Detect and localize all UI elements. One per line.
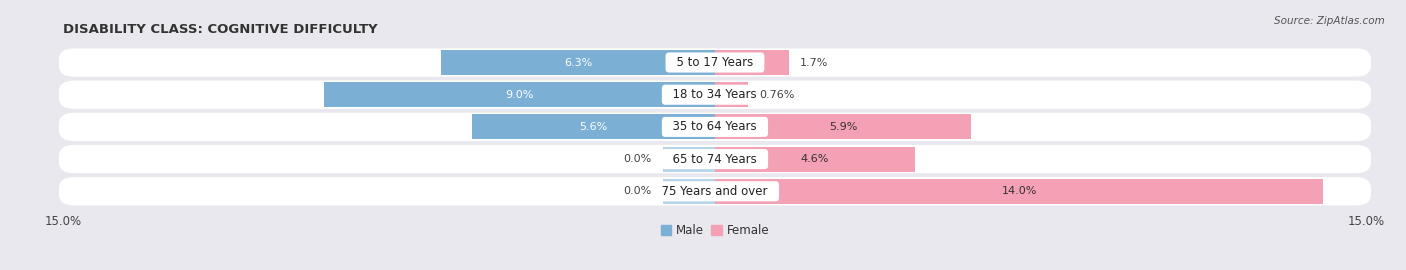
Text: 65 to 74 Years: 65 to 74 Years: [665, 153, 765, 166]
Text: 5.6%: 5.6%: [579, 122, 607, 132]
Bar: [662, 179, 716, 204]
Text: 18 to 34 Years: 18 to 34 Years: [665, 88, 765, 101]
FancyBboxPatch shape: [59, 145, 1371, 173]
FancyBboxPatch shape: [59, 80, 1371, 109]
Bar: [662, 147, 716, 172]
Bar: [323, 82, 716, 107]
FancyBboxPatch shape: [59, 177, 1371, 205]
Text: DISABILITY CLASS: COGNITIVE DIFFICULTY: DISABILITY CLASS: COGNITIVE DIFFICULTY: [63, 23, 378, 36]
Text: 0.0%: 0.0%: [624, 154, 652, 164]
Text: 0.76%: 0.76%: [759, 90, 794, 100]
Text: 0.0%: 0.0%: [624, 186, 652, 196]
Bar: [471, 114, 716, 139]
Bar: [441, 50, 716, 75]
Text: 35 to 64 Years: 35 to 64 Years: [665, 120, 765, 133]
Text: Source: ZipAtlas.com: Source: ZipAtlas.com: [1274, 16, 1385, 26]
Bar: [716, 179, 1323, 204]
FancyBboxPatch shape: [59, 48, 1371, 77]
Text: 6.3%: 6.3%: [564, 58, 592, 68]
Legend: Male, Female: Male, Female: [657, 219, 773, 242]
Bar: [716, 50, 789, 75]
Text: 75 Years and over: 75 Years and over: [654, 185, 776, 198]
Bar: [716, 82, 748, 107]
FancyBboxPatch shape: [59, 113, 1371, 141]
Text: 5.9%: 5.9%: [830, 122, 858, 132]
Text: 1.7%: 1.7%: [800, 58, 828, 68]
Text: 4.6%: 4.6%: [800, 154, 830, 164]
Bar: [716, 114, 972, 139]
Text: 14.0%: 14.0%: [1001, 186, 1036, 196]
Bar: [716, 147, 915, 172]
Text: 9.0%: 9.0%: [505, 90, 534, 100]
Text: 5 to 17 Years: 5 to 17 Years: [669, 56, 761, 69]
